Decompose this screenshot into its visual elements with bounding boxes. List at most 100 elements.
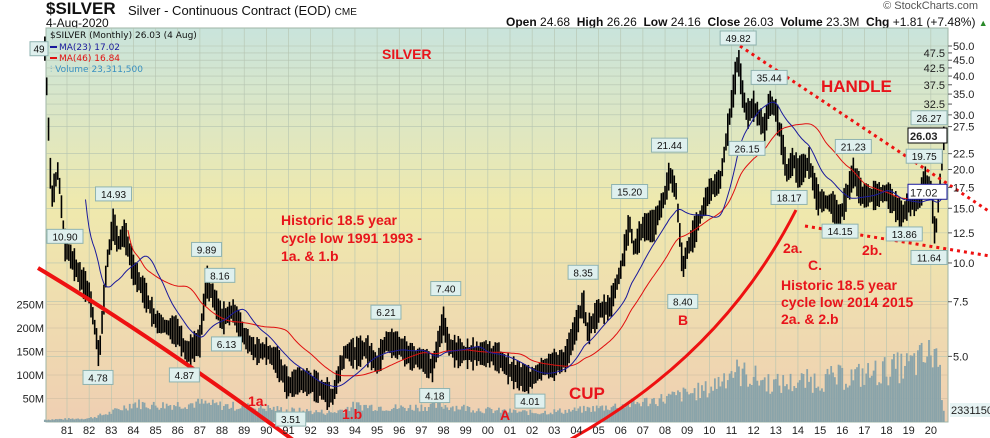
volume-bar	[835, 384, 838, 422]
volume-bar	[176, 402, 179, 422]
callout-box	[834, 138, 872, 154]
volume-bar	[106, 414, 109, 422]
volume-bar	[43, 419, 46, 422]
volume-bar	[331, 412, 334, 422]
volume-bar	[272, 406, 275, 422]
volume-bar	[224, 404, 227, 422]
volume-bar	[53, 419, 55, 422]
volume-bar	[715, 388, 718, 422]
volume-bar	[317, 412, 319, 422]
callout-box	[770, 189, 808, 205]
volume-bar	[259, 404, 262, 422]
volume-bar	[510, 412, 513, 422]
volume-bar	[115, 408, 118, 422]
y-tick-label: 32.5	[924, 99, 945, 111]
volume-bar	[117, 409, 120, 422]
description: Silver - Continuous Contract (EOD) CME	[128, 3, 357, 20]
volume-bar	[119, 410, 122, 422]
volume-bar	[765, 391, 768, 422]
volume-bar	[132, 403, 135, 422]
x-tick-label: 88	[216, 425, 228, 437]
volume-bar	[881, 361, 884, 422]
volume-bar	[95, 417, 98, 422]
volume-bar	[175, 406, 177, 422]
high-value: 26.26	[606, 15, 637, 29]
volume-bar	[682, 387, 685, 422]
price-callout: 14.93	[95, 186, 133, 202]
cycle-trendline-1	[36, 266, 294, 438]
volume-bar	[780, 392, 783, 422]
volume-bar	[874, 360, 877, 422]
volume-bar	[466, 406, 469, 422]
last-volume-tag: 2331150	[950, 403, 990, 417]
volume-bar	[854, 369, 857, 422]
callout-box	[419, 388, 451, 404]
volume-bar	[250, 407, 253, 422]
volume-bar	[695, 400, 698, 422]
volume-bar	[374, 410, 377, 422]
volume-bar	[544, 410, 546, 422]
volume-bar	[180, 408, 183, 422]
x-tick-label: 10	[703, 425, 715, 437]
y-tick-label: 5.0	[953, 351, 968, 363]
volume-bar	[365, 404, 367, 422]
volume-bar	[246, 403, 249, 422]
volume-bar	[713, 378, 716, 422]
annotation-cycle1-line1: Historic 18.5 year	[281, 212, 398, 228]
volume-bar	[389, 410, 391, 422]
volume-bar	[158, 409, 161, 422]
volume-bar	[863, 384, 866, 422]
volume-bar	[210, 405, 212, 422]
volume-bar	[88, 418, 91, 422]
volume-bar	[372, 411, 375, 422]
volume-bar	[366, 408, 369, 422]
price-callout: 4.87	[168, 367, 200, 383]
volume-bar	[405, 410, 408, 422]
volume-bar	[346, 406, 349, 422]
volume-bar	[791, 391, 794, 422]
volume-bar	[671, 391, 674, 422]
volume-bar	[490, 409, 493, 422]
volume-bar	[437, 401, 439, 422]
volume-bar	[704, 381, 707, 422]
volume-bar	[819, 390, 821, 422]
volume-bar	[601, 405, 604, 422]
volume-value: 23.3M	[826, 15, 860, 29]
volume-bar	[769, 393, 772, 422]
volume-bar	[795, 387, 798, 422]
volume-bar	[160, 407, 163, 422]
volume-bar	[438, 402, 441, 422]
watermark[interactable]: © StockCharts.com	[883, 0, 978, 12]
callout-text: 6.21	[376, 308, 396, 319]
volume-bar	[553, 409, 556, 422]
annotation-b: B	[678, 312, 688, 328]
volume-bar	[880, 383, 882, 422]
volume-bar	[665, 396, 668, 422]
open-value: 24.68	[540, 15, 571, 29]
volume-bar	[324, 414, 327, 422]
price-callout: 26.27	[910, 110, 948, 126]
volume-bar	[407, 408, 410, 422]
volume-bar	[165, 403, 168, 422]
x-tick-label: 01	[504, 425, 516, 437]
volume-bar	[942, 410, 945, 422]
volume-bar	[91, 418, 94, 422]
volume-bar	[424, 407, 426, 422]
volume-bar	[625, 406, 628, 422]
callout-text: 21.44	[657, 141, 682, 152]
volume-bar	[498, 407, 500, 422]
volume-bar	[474, 412, 476, 422]
x-tick-label: 20	[925, 425, 937, 437]
volume-bar	[789, 373, 792, 422]
volume-bar	[426, 410, 428, 422]
annotation-2a: 2a.	[783, 240, 802, 256]
volume-bar	[549, 412, 552, 422]
volume-bar	[904, 365, 906, 422]
price-callout: 18.17	[770, 189, 808, 205]
close-label: Close	[707, 15, 741, 29]
volume-bar	[121, 410, 124, 422]
volume-bar	[60, 419, 63, 422]
volume-bar	[191, 403, 194, 422]
volume-bar	[136, 407, 139, 422]
